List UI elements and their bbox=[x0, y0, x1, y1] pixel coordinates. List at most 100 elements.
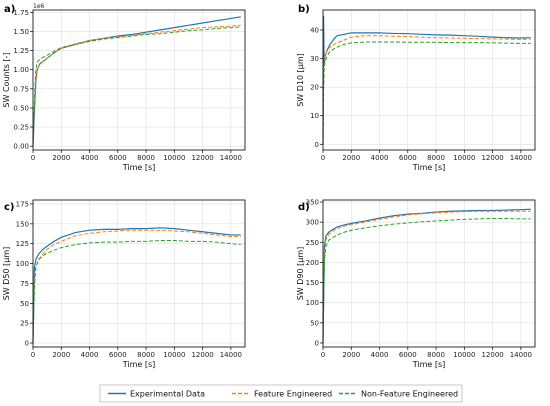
y-tick-label: 1.00 bbox=[13, 66, 29, 74]
panel-label: d) bbox=[298, 202, 310, 213]
panel-label: c) bbox=[4, 202, 15, 213]
x-tick-label: 4000 bbox=[371, 351, 389, 359]
y-tick-label: 100 bbox=[16, 260, 29, 268]
legend-label-nonfeature: Non-Feature Engineered bbox=[361, 390, 458, 399]
x-tick-label: 2000 bbox=[342, 154, 360, 162]
y-tick-label: 0 bbox=[25, 340, 29, 348]
x-tick-label: 8000 bbox=[137, 351, 155, 359]
x-tick-label: 6000 bbox=[109, 154, 127, 162]
series-line-experimental bbox=[32, 16, 241, 147]
y-tick-label: 50 bbox=[20, 300, 29, 308]
y-tick-label: 0 bbox=[315, 141, 319, 149]
series-line-experimental bbox=[32, 227, 241, 344]
y-tick-label: 30 bbox=[310, 55, 319, 63]
series-line-feature-engineered bbox=[32, 229, 241, 344]
panels-group: 0 2000 4000 6000 8000 10000 12000 140000.000.25… bbox=[2, 3, 536, 369]
x-tick-label: 6000 bbox=[399, 154, 417, 162]
y-tick-label: 150 bbox=[16, 220, 29, 228]
x-tick-label: 12000 bbox=[481, 351, 503, 359]
x-tick-label: 0 bbox=[31, 154, 35, 162]
legend-label-experimental: Experimental Data bbox=[130, 390, 205, 399]
y-tick-label: 250 bbox=[306, 239, 319, 247]
x-tick-label: 0 bbox=[321, 351, 325, 359]
x-tick-label: 14000 bbox=[220, 154, 242, 162]
x-tick-label: 12000 bbox=[191, 154, 213, 162]
y-tick-label: 10 bbox=[310, 112, 319, 120]
x-axis-label: Time [s] bbox=[412, 163, 446, 172]
panel-4: 0 2000 4000 6000 8000 10000 12000 14000 0 50 100 15… bbox=[296, 199, 536, 369]
plot-frame bbox=[322, 199, 536, 348]
y-tick-label: 75 bbox=[20, 280, 29, 288]
x-tick-label: 12000 bbox=[481, 154, 503, 162]
y-tick-label: 0.00 bbox=[13, 143, 29, 151]
x-tick-label: 10000 bbox=[453, 154, 475, 162]
legend-frame bbox=[99, 384, 463, 403]
x-tick-label: 2000 bbox=[52, 351, 70, 359]
axis-multiplier: 1e6 bbox=[33, 3, 45, 10]
y-tick-label: 0.75 bbox=[13, 85, 29, 93]
y-tick-label: 1.50 bbox=[13, 28, 29, 36]
x-tick-label: 14000 bbox=[220, 351, 242, 359]
y-tick-label: 350 bbox=[306, 199, 319, 207]
x-axis-label: Time [s] bbox=[412, 360, 446, 369]
y-tick-label: 20 bbox=[310, 84, 319, 92]
y-tick-label: 40 bbox=[310, 27, 319, 35]
x-tick-label: 10000 bbox=[453, 351, 475, 359]
y-tick-label: 125 bbox=[16, 240, 29, 248]
x-tick-label: 12000 bbox=[191, 351, 213, 359]
panel-label: b) bbox=[298, 4, 310, 15]
x-tick-label: 8000 bbox=[427, 154, 445, 162]
plot-frame bbox=[32, 9, 246, 151]
series-line-experimental bbox=[322, 15, 531, 145]
panel-1: 0 2000 4000 6000 8000 10000 12000 14000 0.00 0.25… bbox=[2, 3, 246, 172]
x-axis-label: Time [s] bbox=[122, 163, 156, 172]
series-line-non-feature-engineered bbox=[322, 41, 531, 145]
legend-label-feature: Feature Engineered bbox=[254, 390, 332, 399]
x-tick-label: 4000 bbox=[81, 154, 99, 162]
y-tick-label: 175 bbox=[16, 200, 29, 208]
x-tick-label: 14000 bbox=[510, 351, 532, 359]
y-tick-label: 1.75 bbox=[13, 9, 29, 17]
x-tick-label: 0 bbox=[321, 154, 325, 162]
panel-3: 0 2000 4000 6000 8000 10000 12000 14000 0 25 50 75 1… bbox=[2, 199, 246, 369]
plot-frame bbox=[32, 199, 246, 348]
x-tick-label: 10000 bbox=[163, 154, 185, 162]
y-tick-label: 0 bbox=[315, 339, 319, 347]
y-axis-label: SW Counts [-] bbox=[2, 52, 11, 107]
y-tick-label: 1.25 bbox=[13, 47, 29, 55]
x-tick-label: 6000 bbox=[399, 351, 417, 359]
series-line-feature-engineered bbox=[322, 210, 531, 343]
series-line-non-feature-engineered bbox=[322, 218, 531, 343]
y-tick-label: 25 bbox=[20, 320, 29, 328]
y-axis-label: SW D10 [µm] bbox=[296, 53, 305, 107]
y-tick-label: 50 bbox=[310, 319, 319, 327]
x-tick-label: 2000 bbox=[52, 154, 70, 162]
y-tick-label: 100 bbox=[306, 299, 319, 307]
panel-label: a) bbox=[4, 4, 15, 15]
plot-frame bbox=[322, 9, 536, 151]
series-line-feature-engineered bbox=[322, 35, 531, 145]
x-tick-label: 6000 bbox=[109, 351, 127, 359]
x-axis-label: Time [s] bbox=[122, 360, 156, 369]
x-tick-label: 4000 bbox=[371, 154, 389, 162]
y-tick-label: 0.25 bbox=[13, 124, 29, 132]
x-tick-label: 4000 bbox=[81, 351, 99, 359]
x-tick-label: 14000 bbox=[510, 154, 532, 162]
panel-2: 0 2000 4000 6000 8000 10000 12000 14000 0 10 20 30 4… bbox=[296, 4, 536, 172]
x-tick-label: 0 bbox=[31, 351, 35, 359]
series-line-experimental bbox=[322, 208, 531, 343]
y-tick-label: 150 bbox=[306, 279, 319, 287]
y-axis-label: SW D50 [µm] bbox=[2, 247, 11, 301]
series-line-non-feature-engineered bbox=[32, 240, 241, 344]
x-tick-label: 2000 bbox=[342, 351, 360, 359]
x-tick-label: 10000 bbox=[163, 351, 185, 359]
y-axis-label: SW D90 [µm] bbox=[296, 247, 305, 301]
series-line-non-feature-engineered bbox=[32, 26, 241, 147]
series-line-feature-engineered bbox=[32, 24, 241, 147]
x-tick-label: 8000 bbox=[137, 154, 155, 162]
x-tick-label: 8000 bbox=[427, 351, 445, 359]
y-tick-label: 200 bbox=[306, 259, 319, 267]
legend: Experimental Data Feature Engineered Non… bbox=[99, 384, 463, 403]
y-tick-label: 300 bbox=[306, 219, 319, 227]
